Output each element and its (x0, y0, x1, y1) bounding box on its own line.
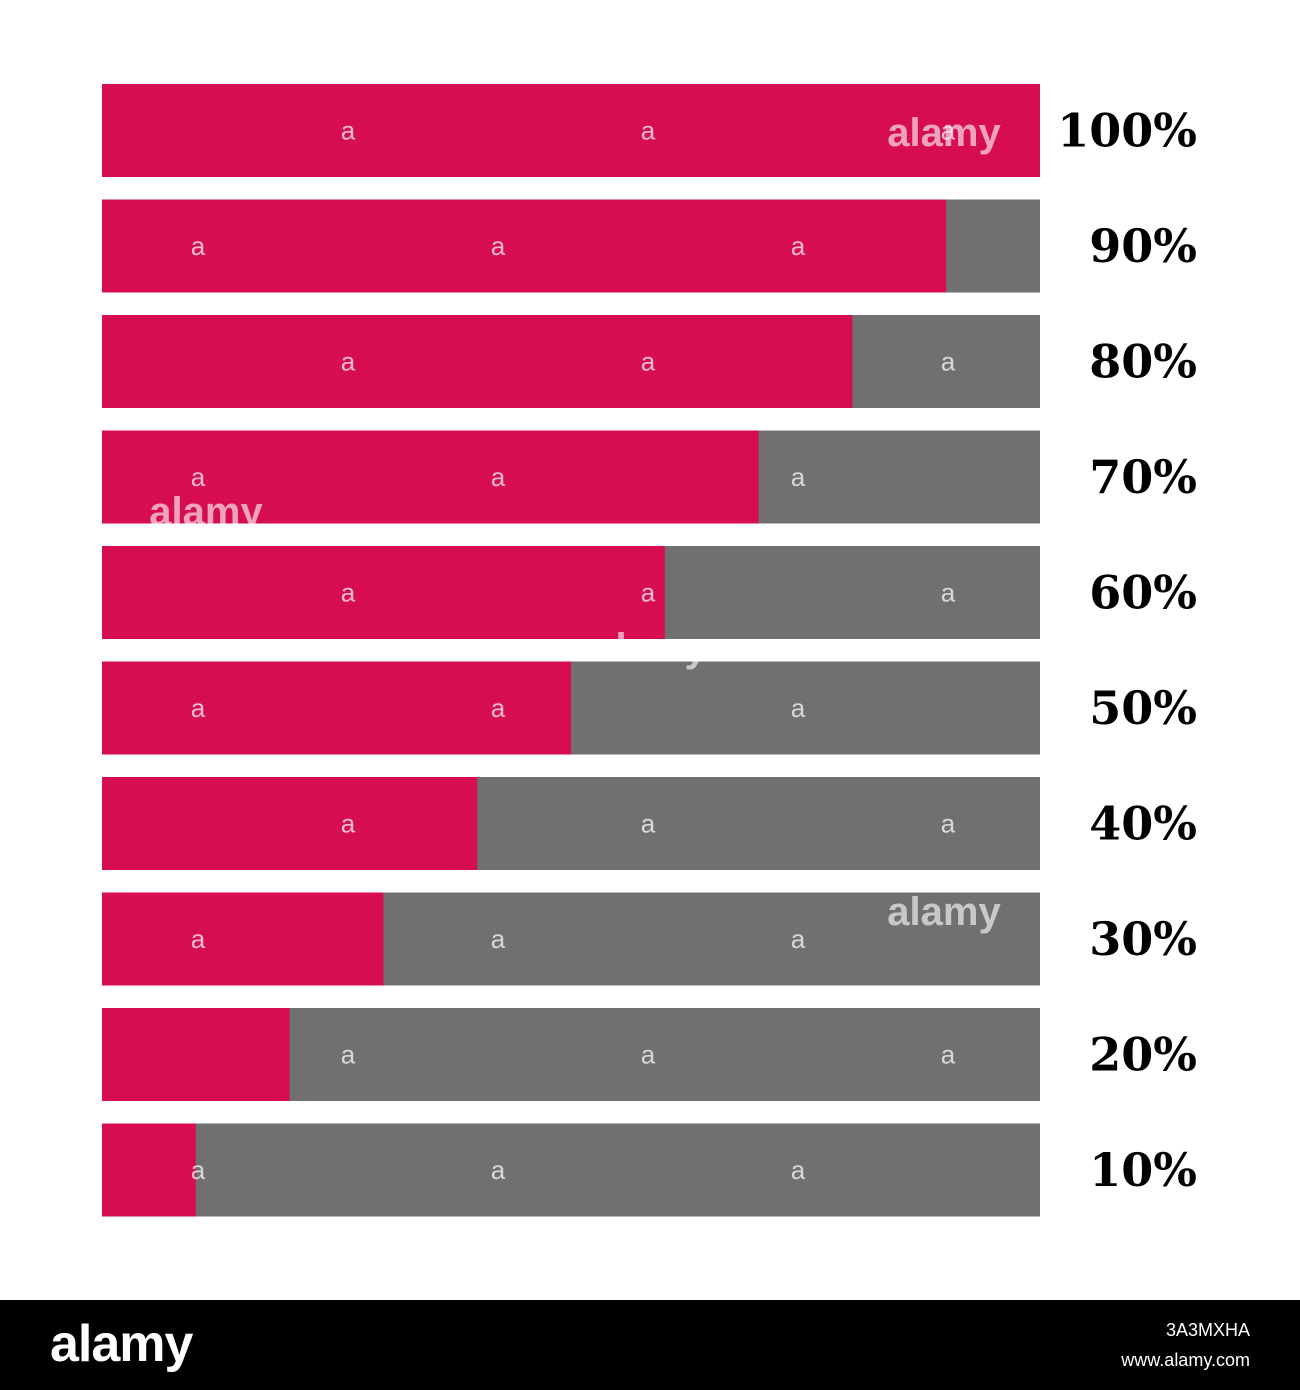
image-id: 3A3MXHA (1165, 1320, 1250, 1340)
watermark-mark: a (341, 347, 356, 377)
bar-row: a a a 30% (102, 892, 1197, 986)
bar-filled (102, 199, 947, 293)
percent-label: 70% (1089, 450, 1197, 504)
watermark-mark: a (641, 809, 656, 839)
watermark-mark: a (791, 693, 806, 723)
watermark-mark: a (341, 116, 356, 146)
percent-label: 30% (1089, 912, 1197, 966)
watermark-mark: a (641, 347, 656, 377)
percent-label: 90% (1089, 219, 1197, 273)
bar-row: a a a 60% (102, 546, 1197, 639)
bar-row: a a a 90% (102, 199, 1197, 293)
watermark-mark: a (641, 116, 656, 146)
percent-label: 10% (1089, 1143, 1197, 1197)
bar-row: a a a 100% (102, 84, 1197, 177)
percent-label: 60% (1089, 566, 1197, 620)
watermark-mark: a (491, 231, 506, 261)
watermark-mark: a (191, 1155, 206, 1185)
bar-filled (102, 546, 665, 639)
percent-label: 40% (1089, 797, 1197, 851)
bar-filled (102, 430, 759, 524)
percent-label: 100% (1057, 104, 1197, 158)
bar-filled (102, 892, 384, 986)
percent-label: 80% (1089, 335, 1197, 389)
watermark-mark: a (791, 462, 806, 492)
bar-row: a a a 20% (102, 1008, 1197, 1101)
bar-filled (102, 84, 1040, 177)
watermark-brand: alamy (593, 626, 707, 670)
chart-svg: a a a 100%a a a 90%a a a 80%a a a 70%a a a 60%a a a 50%a a a… (102, 84, 1197, 1217)
watermark-mark: a (791, 1155, 806, 1185)
watermark-mark: a (191, 462, 206, 492)
progress-bar-chart: a a a 100% a a a 90% a a a 80% a a a 70% a a a 60% a a a 50% a a a… (102, 84, 1197, 1217)
watermark-mark: a (341, 1040, 356, 1070)
watermark-mark: a (191, 693, 206, 723)
watermark-mark: a (791, 924, 806, 954)
bar-row: a a a 40% (102, 777, 1197, 870)
bar-row: a a a 70% (102, 430, 1197, 524)
alamy-logo: alamy (50, 1315, 193, 1373)
bar-filled (102, 315, 853, 408)
percent-label: 20% (1089, 1028, 1197, 1082)
percent-label: 50% (1089, 681, 1197, 735)
bar-row: a a a 10% (102, 1123, 1197, 1217)
bar-remaining (102, 1123, 1040, 1217)
watermark-mark: a (341, 578, 356, 608)
watermark-mark: a (941, 809, 956, 839)
watermark-mark: a (941, 347, 956, 377)
stock-footer: alamy 3A3MXHA www.alamy.com (0, 1300, 1300, 1390)
watermark-mark: a (191, 924, 206, 954)
watermark-mark: a (341, 809, 356, 839)
bar-filled (102, 1008, 290, 1101)
watermark-brand: alamy (149, 490, 263, 534)
watermark-mark: a (641, 1040, 656, 1070)
watermark-brand: alamy (887, 111, 1001, 155)
bar-row: a a a 50% (102, 661, 1197, 755)
watermark-mark: a (941, 1040, 956, 1070)
bar-filled (102, 1123, 196, 1217)
watermark-mark: a (941, 578, 956, 608)
bar-row: a a a 80% (102, 315, 1197, 408)
bar-filled (102, 777, 478, 870)
watermark-mark: a (191, 231, 206, 261)
watermark-mark: a (491, 1155, 506, 1185)
watermark-mark: a (491, 924, 506, 954)
watermark-mark: a (941, 116, 956, 146)
site-url: www.alamy.com (1121, 1350, 1250, 1370)
watermark-mark: a (491, 693, 506, 723)
watermark-mark: a (641, 578, 656, 608)
bar-filled (102, 661, 571, 755)
watermark-mark: a (791, 231, 806, 261)
watermark-brand: alamy (887, 890, 1001, 934)
watermark-mark: a (491, 462, 506, 492)
